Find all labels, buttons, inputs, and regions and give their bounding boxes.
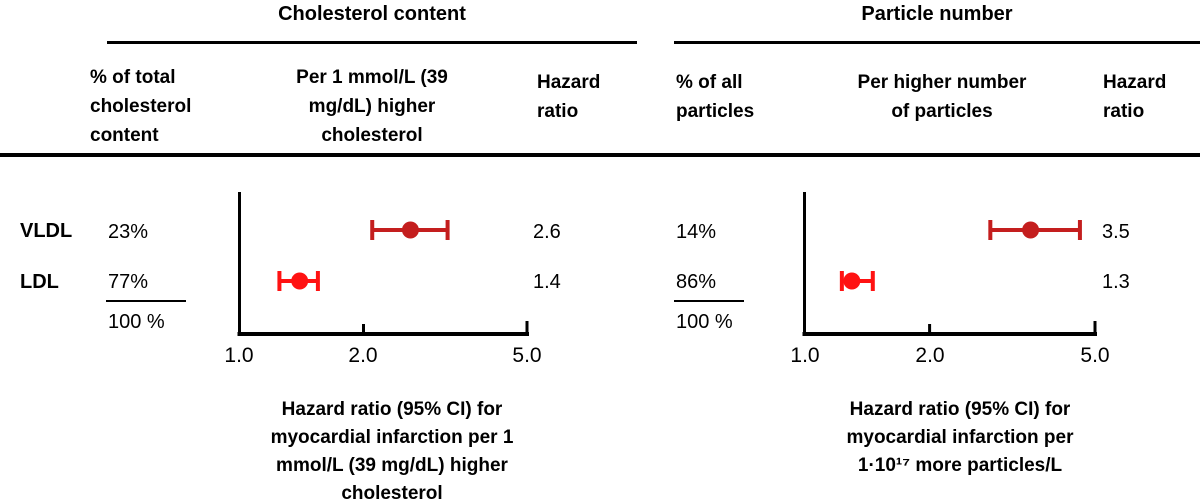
axis-tick-label-left-2: 2.0 bbox=[348, 344, 378, 367]
percent-ldl-cholesterol: 77% bbox=[108, 271, 149, 293]
hr-value-ldl-cholesterol: 1.4 bbox=[533, 271, 561, 293]
table-top-rule bbox=[0, 153, 1200, 157]
point-estimate-dot bbox=[1022, 221, 1040, 239]
total-percent-left: 100 % bbox=[108, 311, 165, 333]
axis-tick-label-right-3: 5.0 bbox=[1080, 344, 1110, 367]
header-rule-left bbox=[107, 41, 637, 44]
row-label-ldl: LDL bbox=[20, 271, 59, 293]
percent-ldl-particles: 86% bbox=[676, 271, 717, 293]
point-estimate-dot bbox=[401, 221, 419, 239]
axis-tick-label-right-2: 2.0 bbox=[915, 344, 945, 367]
column-header-pct-cholesterol: % of total cholesterol content bbox=[90, 67, 192, 146]
fraction-line-left bbox=[106, 300, 186, 302]
hr-value-vldl-cholesterol: 2.6 bbox=[533, 221, 561, 243]
column-header-hazard-ratio-right: Hazard ratio bbox=[1103, 72, 1167, 122]
hr-value-ldl-particles: 1.3 bbox=[1102, 271, 1130, 293]
column-header-per-mmol: Per 1 mmol/L (39 mg/dL) higher cholester… bbox=[296, 67, 448, 146]
percent-vldl-cholesterol: 23% bbox=[108, 221, 149, 243]
percent-vldl-particles: 14% bbox=[676, 221, 717, 243]
axis-tick-label-right-1: 1.0 bbox=[790, 344, 820, 367]
point-estimate-dot bbox=[843, 272, 861, 290]
hr-value-vldl-particles: 3.5 bbox=[1102, 221, 1130, 243]
fraction-line-right bbox=[674, 300, 744, 302]
total-percent-right: 100 % bbox=[676, 311, 733, 333]
column-header-hazard-ratio-left: Hazard ratio bbox=[537, 72, 601, 122]
axis-tick-label-left-3: 5.0 bbox=[512, 344, 542, 367]
header-rule-right bbox=[674, 41, 1200, 44]
caption-left: Hazard ratio (95% CI) for myocardial inf… bbox=[270, 399, 514, 501]
panel-title-particle-number: Particle number bbox=[861, 3, 1013, 25]
row-label-vldl: VLDL bbox=[20, 220, 73, 242]
point-estimate-dot bbox=[291, 272, 309, 290]
panel-title-cholesterol-content: Cholesterol content bbox=[278, 3, 466, 25]
caption-right: Hazard ratio (95% CI) for myocardial inf… bbox=[846, 399, 1074, 476]
axis-tick-label-left-1: 1.0 bbox=[224, 344, 254, 367]
column-header-per-particles: Per higher number of particles bbox=[857, 72, 1027, 122]
column-header-pct-particles: % of all particles bbox=[676, 72, 755, 122]
